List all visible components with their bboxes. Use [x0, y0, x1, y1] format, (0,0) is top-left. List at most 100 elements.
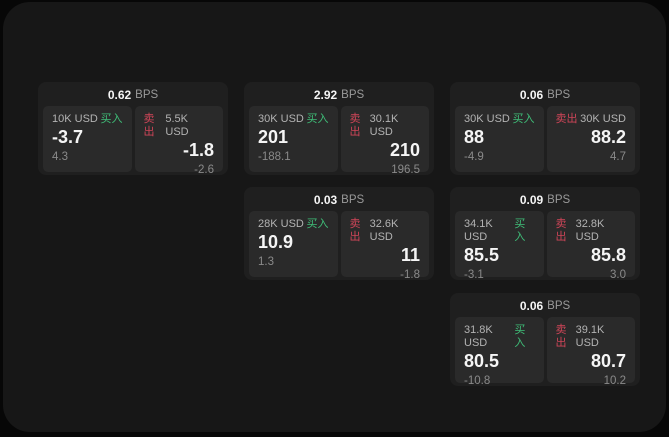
card-body: 30K USD 买入 201 -188.1 卖出 30.1K USD 210 1…: [244, 106, 434, 176]
buy-size-label: 10K USD: [52, 113, 98, 125]
card-body: 34.1K USD 买入 85.5 -3.1 卖出 32.8K USD 85.8…: [450, 211, 640, 281]
sell-side-label: 卖出: [555, 218, 567, 243]
quote-card: 0.09 BPS 34.1K USD 买入 85.5 -3.1 卖出 32.8K…: [450, 187, 640, 281]
card-body: 31.8K USD 买入 80.5 -10.8 卖出 39.1K USD 80.…: [450, 317, 640, 387]
sell-size-label: 30.1K USD: [369, 113, 399, 138]
sell-panel[interactable]: 卖出 32.8K USD 85.8 3.0: [546, 211, 635, 281]
buy-panel-top: 28K USD 买入: [258, 218, 329, 231]
buy-side-label: 买入: [306, 113, 329, 125]
sell-side-label: 卖出: [349, 113, 361, 138]
sell-sub-value: -1.8: [400, 269, 420, 281]
sell-panel[interactable]: 卖出 30.1K USD 210 196.5: [340, 106, 429, 176]
buy-side-label: 买入: [306, 218, 329, 230]
sell-panel-top: 卖出 5.5K USD: [144, 113, 215, 139]
sell-panel[interactable]: 卖出 32.6K USD 11 -1.8: [340, 211, 429, 281]
card-body: 10K USD 买入 -3.7 4.3 卖出 5.5K USD -1.8 -2.…: [38, 106, 228, 176]
card-header: 0.06 BPS: [450, 293, 640, 317]
spread-value: 0.03: [313, 193, 338, 207]
buy-panel[interactable]: 30K USD 买入 88 -4.9: [455, 106, 544, 172]
sell-side-label: 卖出: [555, 113, 578, 125]
bps-unit-label: BPS: [547, 89, 571, 101]
buy-price-value: -3.7: [52, 127, 84, 147]
sell-sub-value: 10.2: [603, 375, 626, 387]
buy-sub-value: 4.3: [52, 151, 68, 163]
buy-size-label: 30K USD: [464, 113, 510, 125]
sell-price-value: -1.8: [182, 140, 214, 160]
spread-value: 0.62: [107, 88, 132, 102]
sell-size-label: 39.1K USD: [575, 324, 605, 349]
buy-size-label: 31.8K USD: [464, 324, 493, 349]
spread-value: 0.06: [519, 88, 544, 102]
buy-sub-value: 1.3: [258, 256, 274, 268]
sell-panel[interactable]: 卖出 30K USD 88.2 4.7: [546, 106, 635, 172]
card-body: 28K USD 买入 10.9 1.3 卖出 32.6K USD 11 -1.8: [244, 211, 434, 281]
buy-panel-top: 31.8K USD 买入: [464, 324, 535, 350]
buy-sub-value: -3.1: [464, 269, 484, 281]
card-header: 2.92 BPS: [244, 82, 434, 106]
sell-panel-top: 卖出 32.8K USD: [556, 218, 627, 244]
quote-card: 0.03 BPS 28K USD 买入 10.9 1.3 卖出 32.6K US…: [244, 187, 434, 281]
buy-panel-top: 30K USD 买入: [258, 113, 329, 126]
sell-size-label: 32.8K USD: [575, 218, 605, 243]
buy-panel-top: 34.1K USD 买入: [464, 218, 535, 244]
sell-side-label: 卖出: [555, 324, 567, 349]
buy-sub-value: -10.8: [464, 375, 491, 387]
sell-price-value: 11: [400, 245, 420, 265]
sell-panel[interactable]: 卖出 5.5K USD -1.8 -2.6: [134, 106, 223, 176]
sell-panel-top: 卖出 30K USD: [556, 113, 627, 126]
buy-panel[interactable]: 34.1K USD 买入 85.5 -3.1: [455, 211, 544, 281]
quote-card: 0.06 BPS 30K USD 买入 88 -4.9 卖出 30K USD 8…: [450, 82, 640, 175]
bps-unit-label: BPS: [341, 194, 365, 206]
buy-price-value: 201: [258, 127, 289, 147]
buy-side-label: 买入: [514, 324, 526, 349]
sell-size-label: 32.6K USD: [369, 218, 399, 243]
buy-panel[interactable]: 28K USD 买入 10.9 1.3: [249, 211, 338, 277]
quote-card: 0.06 BPS 31.8K USD 买入 80.5 -10.8 卖出 39.1…: [450, 293, 640, 387]
quote-card: 0.62 BPS 10K USD 买入 -3.7 4.3 卖出 5.5K USD…: [38, 82, 228, 176]
buy-price-value: 85.5: [464, 245, 500, 265]
sell-side-label: 卖出: [349, 218, 361, 243]
card-header: 0.62 BPS: [38, 82, 228, 106]
buy-price-value: 88: [464, 127, 485, 147]
bps-unit-label: BPS: [547, 194, 571, 206]
sell-sub-value: 4.7: [610, 151, 626, 163]
sell-panel-top: 卖出 30.1K USD: [350, 113, 421, 139]
buy-side-label: 买入: [100, 113, 123, 125]
spread-value: 2.92: [313, 88, 338, 102]
app-window: 0.62 BPS 10K USD 买入 -3.7 4.3 卖出 5.5K USD…: [3, 2, 666, 432]
sell-price-value: 210: [389, 140, 420, 160]
card-header: 0.06 BPS: [450, 82, 640, 106]
buy-panel-top: 30K USD 买入: [464, 113, 535, 126]
card-header: 0.09 BPS: [450, 187, 640, 211]
spread-value: 0.06: [519, 299, 544, 313]
buy-panel[interactable]: 10K USD 买入 -3.7 4.3: [43, 106, 132, 172]
bps-unit-label: BPS: [547, 300, 571, 312]
card-body: 30K USD 买入 88 -4.9 卖出 30K USD 88.2 4.7: [450, 106, 640, 172]
buy-size-label: 30K USD: [258, 113, 304, 125]
quote-card: 2.92 BPS 30K USD 买入 201 -188.1 卖出 30.1K …: [244, 82, 434, 176]
buy-sub-value: -4.9: [464, 151, 484, 163]
sell-panel-top: 卖出 32.6K USD: [350, 218, 421, 244]
buy-size-label: 28K USD: [258, 218, 304, 230]
buy-panel[interactable]: 30K USD 买入 201 -188.1: [249, 106, 338, 172]
quote-card-grid: 0.62 BPS 10K USD 买入 -3.7 4.3 卖出 5.5K USD…: [3, 2, 666, 432]
spread-value: 0.09: [519, 193, 544, 207]
sell-size-label: 30K USD: [580, 113, 626, 125]
buy-side-label: 买入: [512, 113, 535, 125]
card-header: 0.03 BPS: [244, 187, 434, 211]
sell-sub-value: 196.5: [391, 164, 420, 176]
bps-unit-label: BPS: [341, 89, 365, 101]
sell-price-value: 88.2: [590, 127, 626, 147]
buy-panel[interactable]: 31.8K USD 买入 80.5 -10.8: [455, 317, 544, 387]
sell-side-label: 卖出: [143, 113, 155, 138]
buy-price-value: 10.9: [258, 232, 294, 252]
buy-side-label: 买入: [514, 218, 526, 243]
sell-panel[interactable]: 卖出 39.1K USD 80.7 10.2: [546, 317, 635, 387]
sell-size-label: 5.5K USD: [165, 113, 189, 138]
sell-panel-top: 卖出 39.1K USD: [556, 324, 627, 350]
buy-price-value: 80.5: [464, 351, 500, 371]
bps-unit-label: BPS: [135, 89, 159, 101]
sell-sub-value: -2.6: [194, 164, 214, 176]
buy-size-label: 34.1K USD: [464, 218, 493, 243]
buy-panel-top: 10K USD 买入: [52, 113, 123, 126]
